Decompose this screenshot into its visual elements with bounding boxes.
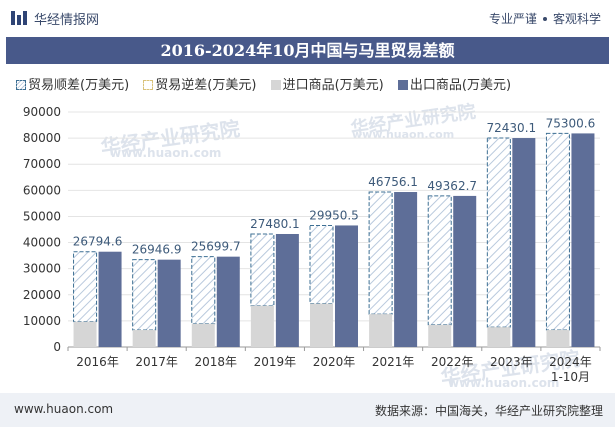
bar-surplus <box>545 132 570 331</box>
bar-import <box>310 303 333 347</box>
data-label-surplus: 46756.1 <box>368 175 418 189</box>
x-tick-label: 2020年 <box>313 355 356 369</box>
bar-import <box>73 321 97 347</box>
bars <box>73 132 595 347</box>
data-labels: 26794.6 26946.9 25699.7 27480.1 29950.5 46756… <box>73 116 596 256</box>
y-tick-label: 20000 <box>23 288 61 302</box>
legend-deficit-label: 贸易逆差(万美元) <box>155 78 257 93</box>
bar-surplus <box>250 233 275 307</box>
tagline: 专业严谨 客观科学 <box>489 10 601 27</box>
x-tick-label: 2016年 <box>76 355 119 369</box>
footer-source: 数据来源：中国海关，华经产业研究院整理 <box>374 404 603 418</box>
tagline-left: 专业严谨 <box>488 12 537 26</box>
bar-export <box>394 192 418 347</box>
top-bar: 华经情报网 专业严谨 客观科学 <box>0 0 615 36</box>
bar-export <box>453 195 477 347</box>
bar-export <box>335 225 358 347</box>
bar-export <box>157 259 181 347</box>
bar-surplus <box>73 251 98 323</box>
y-tick-label: 60000 <box>23 183 61 197</box>
x-tick-label-line: 2024年 <box>549 355 592 369</box>
bar-surplus <box>132 259 157 331</box>
y-tick-label: 70000 <box>23 157 61 171</box>
y-axis: 0 10000 20000 30000 40000 50000 60000 70000 8000… <box>23 105 600 354</box>
x-tick-label-line: 2022年 <box>431 355 474 369</box>
x-tick-label-line: 2023年 <box>490 355 533 369</box>
bar-surplus <box>309 224 334 305</box>
bar-export <box>275 233 299 347</box>
bar-export <box>512 138 536 347</box>
legend-import-swatch <box>270 80 281 90</box>
x-tick-label-line: 2016年 <box>76 355 119 369</box>
x-tick-label: 2017年 <box>135 355 178 369</box>
bar-import <box>428 324 452 347</box>
tagline-right: 客观科学 <box>552 12 601 26</box>
x-tick-label-line: 2020年 <box>313 355 356 369</box>
y-tick-label: 50000 <box>23 209 61 223</box>
bar-surplus <box>368 191 393 315</box>
bar-surplus <box>191 256 216 325</box>
legend-export: 出口商品(万美元) <box>397 74 512 93</box>
bar-import <box>250 305 274 347</box>
x-tick-label: 2018年 <box>195 355 238 369</box>
data-label-surplus: 26946.9 <box>132 243 182 257</box>
bar-import <box>191 323 215 347</box>
data-label-surplus: 26794.6 <box>73 235 123 249</box>
data-label-surplus: 25699.7 <box>191 240 241 254</box>
footer-url: www.huaon.com <box>14 402 114 416</box>
x-tick-label: 2021年 <box>372 355 415 369</box>
data-label-surplus: 29950.5 <box>309 208 359 222</box>
legend-surplus: 贸易顺差(万美元) <box>16 74 129 93</box>
x-axis: 2016年 2017年 2018年 2019年 2020年 2021年 2022年 2023年… <box>67 347 601 384</box>
bar-export <box>571 133 595 347</box>
title-bar: 2016-2024年10月中国与马里贸易差额 <box>6 37 609 64</box>
footer: www.huaon.com 数据来源：中国海关，华经产业研究院整理 <box>0 393 615 427</box>
y-tick-label: 80000 <box>23 131 61 145</box>
y-tick-label: 10000 <box>23 314 61 328</box>
y-tick-label: 90000 <box>23 105 61 119</box>
x-tick-label-line: 1-10月 <box>551 370 590 384</box>
x-tick-label: 2019年 <box>254 355 297 369</box>
logo-icon <box>11 11 27 25</box>
legend-export-swatch <box>397 80 408 90</box>
legend-export-label: 出口商品(万美元) <box>409 78 512 93</box>
x-tick-label: 2023年 <box>490 355 533 369</box>
legend-surplus-swatch <box>16 80 26 90</box>
dot-separator <box>542 16 547 21</box>
x-tick-label-line: 2021年 <box>372 355 415 369</box>
x-tick-label-line: 2018年 <box>195 355 238 369</box>
legend: 贸易顺差(万美元) 贸易逆差(万美元) 进口商品(万美元) 出口商品(万美元) <box>16 74 521 93</box>
y-tick-label: 30000 <box>23 262 61 276</box>
x-tick-label: 2022年 <box>431 355 474 369</box>
chart: 0 10000 20000 30000 40000 50000 60000 70000 8000… <box>23 105 601 384</box>
bar-import <box>369 314 393 347</box>
y-tick-label: 40000 <box>23 236 61 250</box>
site-name: 华经情报网 <box>34 13 100 28</box>
legend-surplus-label: 贸易顺差(万美元) <box>28 78 130 93</box>
bar-export <box>216 256 240 347</box>
legend-deficit: 贸易逆差(万美元) <box>143 74 256 93</box>
data-label-surplus: 75300.6 <box>546 116 596 130</box>
data-label-surplus: 49362.7 <box>427 179 477 193</box>
bar-import <box>546 330 570 347</box>
bar-import <box>132 330 156 347</box>
legend-import: 进口商品(万美元) <box>270 74 384 93</box>
data-label-surplus: 27480.1 <box>250 217 300 231</box>
chart-title: 2016-2024年10月中国与马里贸易差额 <box>160 41 455 60</box>
data-label-surplus: 72430.1 <box>487 121 537 135</box>
y-tick-label: 0 <box>53 340 61 354</box>
bar-import <box>487 327 511 347</box>
legend-import-label: 进口商品(万美元) <box>282 78 384 93</box>
bar-surplus <box>486 137 511 328</box>
x-tick-label-line: 2019年 <box>254 355 297 369</box>
grid <box>68 111 600 322</box>
bar-export <box>98 251 122 347</box>
x-tick-label-line: 2017年 <box>135 355 178 369</box>
x-tick-label: 2024年 1-10月 <box>549 355 592 384</box>
legend-deficit-swatch <box>143 80 154 90</box>
bar-surplus <box>427 195 452 326</box>
